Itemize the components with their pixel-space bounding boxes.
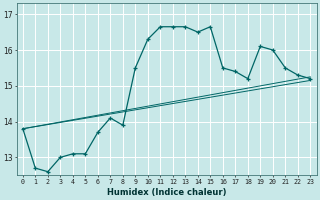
X-axis label: Humidex (Indice chaleur): Humidex (Indice chaleur) (107, 188, 226, 197)
